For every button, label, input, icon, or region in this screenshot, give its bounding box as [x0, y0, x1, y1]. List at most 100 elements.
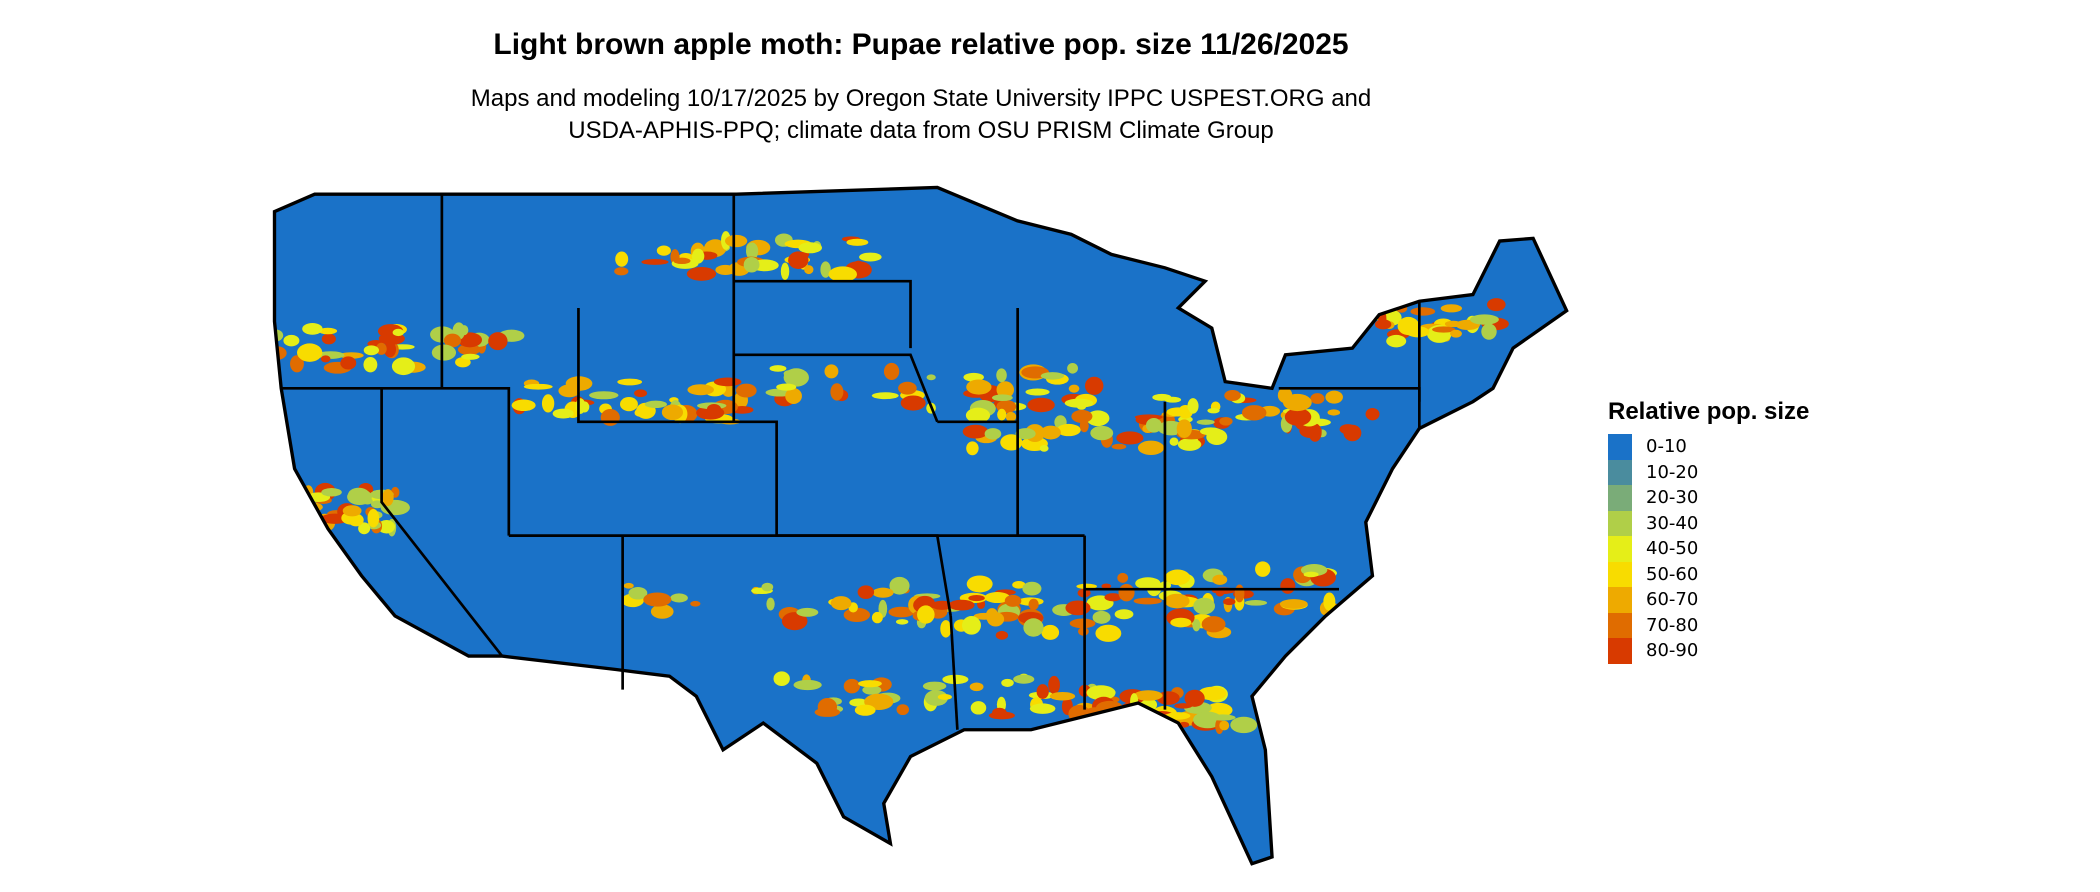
heat-cell	[321, 333, 336, 345]
heat-cell	[996, 381, 1015, 399]
heat-cell	[1023, 618, 1044, 637]
state-border	[281, 386, 511, 536]
heat-cell	[761, 582, 774, 592]
heat-cell	[1084, 376, 1104, 395]
heat-cell	[348, 487, 370, 502]
heat-cell	[1114, 609, 1134, 620]
heat-cell	[895, 619, 909, 625]
heat-cell	[1323, 592, 1336, 611]
heat-cell	[798, 242, 823, 254]
heat-cell	[1224, 390, 1241, 401]
heat-cell	[766, 597, 775, 611]
heat-cell	[1284, 408, 1312, 426]
legend: Relative pop. size 0-10 10-20 20-30 30-40 40…	[1608, 398, 1809, 664]
heat-cell	[1314, 309, 1333, 317]
heat-cell	[992, 707, 1007, 718]
heat-cell	[1219, 720, 1230, 731]
heat-cell	[686, 266, 717, 281]
heat-cell	[1039, 444, 1049, 452]
heat-cell	[926, 374, 936, 381]
heat-cell	[966, 441, 979, 456]
heat-cell	[862, 685, 882, 695]
legend-item: 50-60	[1608, 561, 1809, 587]
state-border	[949, 615, 959, 730]
heat-cell	[1230, 716, 1258, 734]
heat-cell	[962, 424, 989, 439]
heat-cell	[828, 266, 857, 283]
heat-cell	[1065, 600, 1091, 616]
heat-cell	[1244, 600, 1268, 606]
heat-cell	[1198, 686, 1227, 701]
heat-cell	[1348, 305, 1358, 321]
heat-cell	[1470, 314, 1499, 325]
heat-cell	[985, 608, 999, 624]
heat-cell	[966, 575, 993, 593]
heat-cell	[1327, 306, 1344, 318]
legend-item: 10-20	[1608, 459, 1809, 485]
heat-cell	[1201, 616, 1226, 633]
heat-cell	[743, 257, 760, 273]
heat-cell	[661, 404, 684, 421]
heat-cell	[1219, 416, 1233, 426]
heat-cell	[991, 394, 1013, 402]
heat-cell	[969, 682, 984, 692]
heat-cell	[1137, 440, 1165, 456]
heat-cell	[340, 356, 357, 370]
heat-cell	[392, 328, 404, 337]
heat-cell	[656, 245, 671, 256]
heat-cell	[431, 344, 457, 361]
heat-cell	[488, 332, 508, 351]
legend-swatch	[1608, 561, 1632, 587]
heat-cell	[1086, 716, 1110, 729]
heat-cell	[1328, 327, 1349, 335]
heat-cell	[321, 487, 342, 497]
heat-cell	[1068, 384, 1080, 393]
heat-cell	[1140, 716, 1169, 728]
heat-cell	[644, 400, 667, 409]
heat-cell	[713, 377, 742, 387]
heat-cell	[858, 680, 882, 688]
state-border	[733, 353, 939, 423]
heat-cell	[673, 257, 691, 265]
heat-cell	[1086, 410, 1110, 427]
heat-cell	[1184, 689, 1205, 707]
heat-cell	[687, 384, 714, 396]
heat-cell	[814, 707, 841, 717]
heat-cell	[1067, 362, 1078, 374]
heat-cell	[620, 396, 638, 412]
heat-cell	[846, 238, 869, 246]
legend-swatch	[1608, 485, 1632, 511]
legend-label: 70-80	[1646, 614, 1699, 636]
heat-cell	[830, 383, 844, 401]
heat-cell	[1134, 414, 1163, 420]
heat-cell	[297, 343, 323, 362]
heat-cell	[1022, 581, 1042, 596]
heat-cell	[375, 342, 387, 355]
heat-cell	[1327, 409, 1341, 416]
heat-cell	[1015, 428, 1036, 440]
heat-cell	[965, 407, 991, 424]
heat-cell	[1071, 409, 1093, 423]
heat-cell	[1143, 724, 1170, 731]
heat-cell	[966, 379, 992, 395]
heat-cell	[1207, 407, 1220, 414]
heat-cell	[1164, 396, 1182, 403]
heat-cell	[1093, 725, 1118, 734]
heat-cell	[785, 387, 802, 404]
chart-title: Light brown apple moth: Pupae relative p…	[493, 28, 1349, 61]
heat-cell	[1165, 569, 1191, 586]
heat-cell	[780, 262, 790, 281]
heat-cell	[1025, 388, 1050, 396]
heat-cell	[783, 368, 809, 387]
heat-cell	[290, 507, 314, 515]
heat-cell	[1323, 323, 1344, 341]
heat-cell	[922, 681, 947, 691]
legend-item: 0-10	[1608, 434, 1809, 460]
heat-cell	[1241, 405, 1267, 421]
heat-cell	[617, 378, 643, 386]
heat-cell	[455, 357, 471, 368]
heat-cell	[849, 698, 868, 707]
heat-cell	[1101, 583, 1112, 589]
heat-cell	[1028, 598, 1039, 610]
heat-cell	[1196, 419, 1215, 425]
